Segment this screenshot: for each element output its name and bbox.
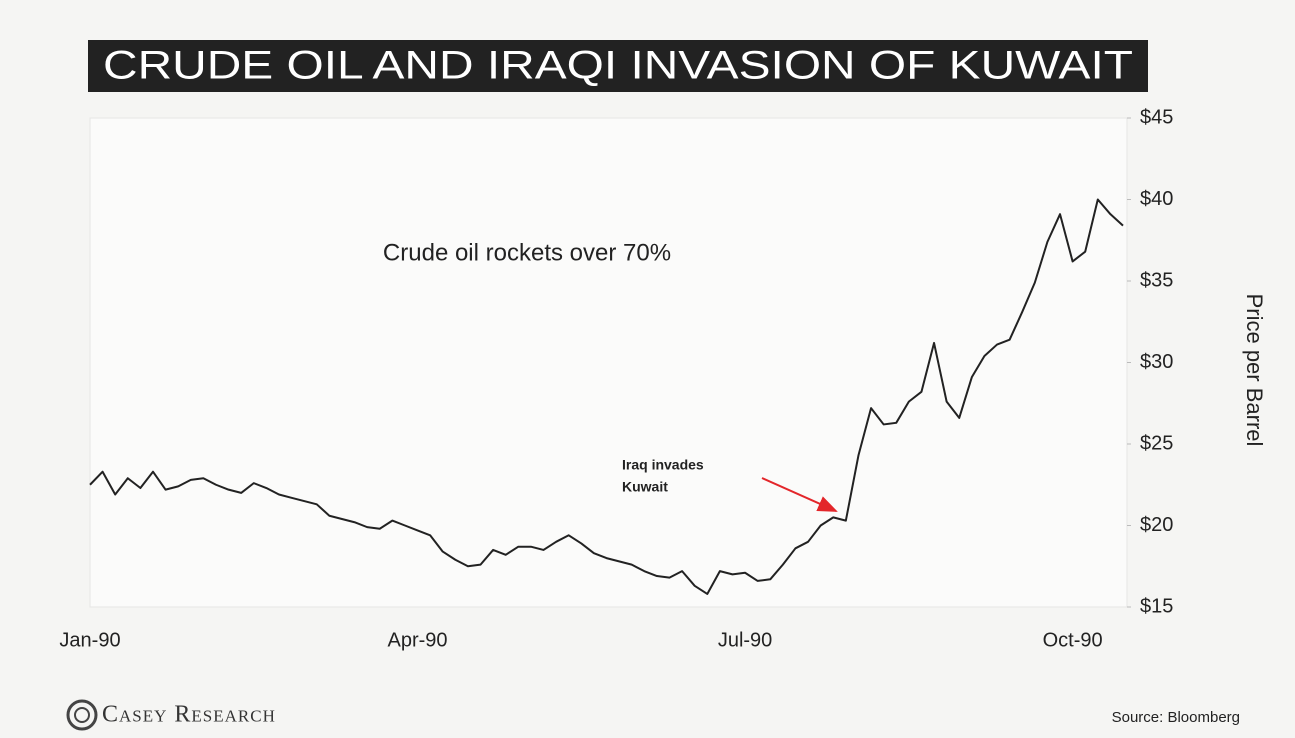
logo: Casey Research bbox=[66, 699, 276, 731]
event-arrow bbox=[761, 477, 838, 512]
plot-area bbox=[89, 117, 1128, 608]
y-axis-label: Price per Barrel bbox=[1242, 294, 1267, 447]
x-tick-label: Oct-90 bbox=[1043, 629, 1103, 651]
x-tick-label: Apr-90 bbox=[388, 629, 448, 651]
y-tick-label: $35 bbox=[1140, 269, 1173, 291]
x-tick-label: Jul-90 bbox=[718, 629, 772, 651]
logo-text: Casey Research bbox=[102, 702, 276, 728]
event-label: Iraq invades bbox=[622, 457, 704, 473]
x-tick-label: Jan-90 bbox=[59, 629, 120, 651]
source: Source: Bloomberg bbox=[1112, 709, 1240, 726]
y-tick-label: $40 bbox=[1140, 188, 1173, 210]
logo-icon bbox=[66, 699, 98, 731]
event-label: Kuwait bbox=[622, 479, 668, 495]
y-tick-label: $30 bbox=[1140, 351, 1173, 373]
price-line bbox=[89, 198, 1124, 595]
y-tick-label: $25 bbox=[1140, 432, 1173, 454]
annotation: Crude oil rockets over 70% bbox=[383, 239, 671, 266]
y-tick-label: $15 bbox=[1140, 595, 1173, 617]
title-box bbox=[88, 40, 1148, 92]
logo-icon bbox=[74, 707, 90, 723]
y-tick-label: $45 bbox=[1140, 106, 1173, 128]
y-tick-label: $20 bbox=[1140, 514, 1173, 536]
chart-title: CRUDE OIL AND IRAQI INVASION OF KUWAIT bbox=[103, 44, 1133, 88]
